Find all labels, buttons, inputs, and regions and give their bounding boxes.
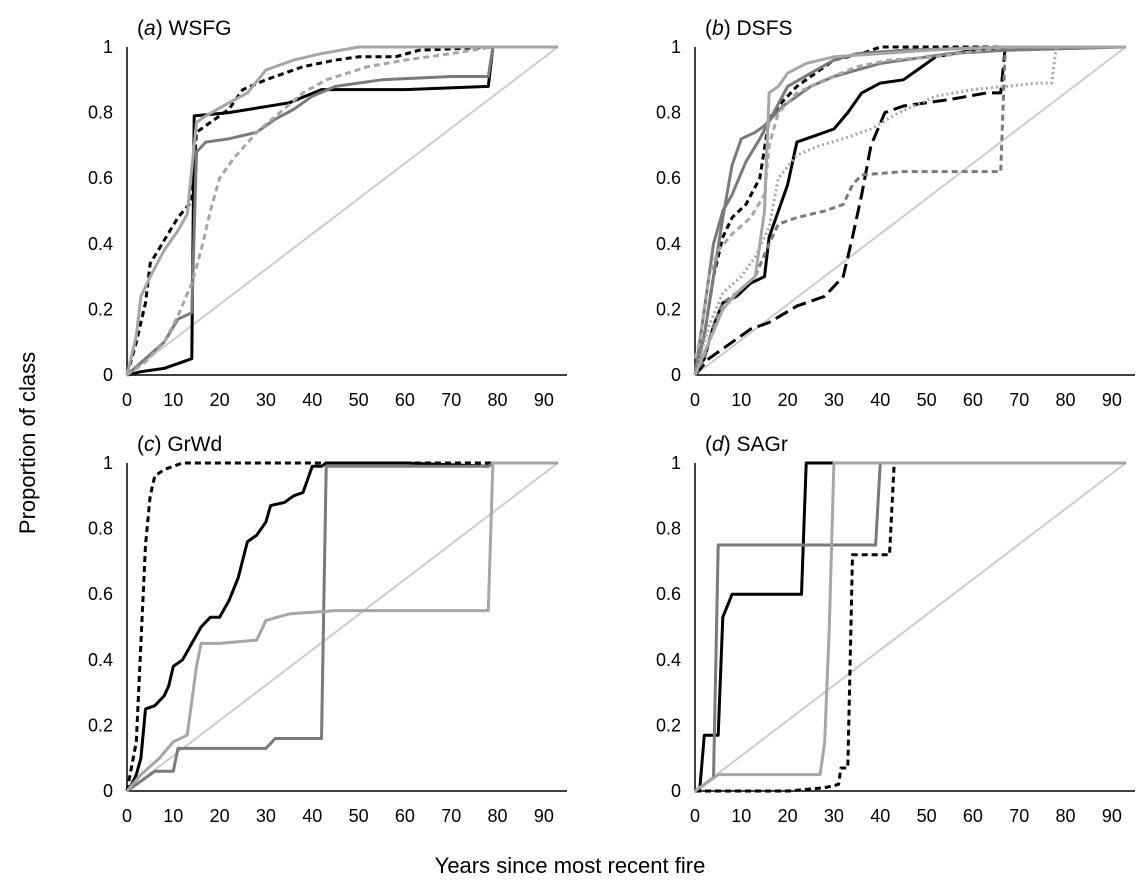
panel-b-y-tick-label: 0.6: [656, 168, 681, 188]
panel-a-y-tick-label: 0: [103, 365, 113, 385]
panel-d-series-line-1: [695, 461, 1126, 793]
panel-a-x-tick-label: 60: [395, 390, 415, 410]
panel-c-x-tick-label: 90: [534, 806, 554, 826]
y-axis-label: Proportion of class: [15, 352, 40, 534]
panel-c-y-tick-label: 0.8: [88, 519, 113, 539]
panel-d-series-line-5: [694, 462, 1127, 792]
panel-a-x-tick-label: 40: [302, 390, 322, 410]
panel-b-y-tick-label: 0.2: [656, 299, 681, 319]
panel-d-y-tick-label: 0.2: [656, 715, 681, 735]
panel-b-x-tick-label: 40: [870, 390, 890, 410]
panel-c-series-line-2: [125, 461, 558, 792]
panel-c: 00.20.40.60.810 10 20 30 40 50 60 70 80 90(c) GrW…: [88, 433, 567, 826]
panel-d-x-tick-label: 70: [1009, 806, 1029, 826]
panel-c-x-tick-label: 30: [256, 806, 276, 826]
panel-a-x-tick-label: 20: [210, 390, 230, 410]
panel-b-y-tick-label: 0: [671, 365, 681, 385]
panel-a-series-line-2: [125, 45, 558, 376]
panel-d-series-line-4: [694, 461, 1126, 793]
panel-c-x-tick-label: 10: [163, 806, 183, 826]
panel-d-x-tick-label: 60: [963, 806, 983, 826]
panel-b-x-tick-label: 90: [1102, 390, 1122, 410]
panel-c-x-tick-label: 70: [441, 806, 461, 826]
panel-d: 00.20.40.60.810 10 20 30 40 50 60 70 80 90(d) SAG…: [656, 433, 1135, 826]
panel-a-y-tick-label: 0.4: [88, 234, 113, 254]
panel-c-y-tick-label: 1: [103, 453, 113, 473]
panel-b: 00.20.40.60.810 10 20 30 40 50 60 70 80 90(b) DSF…: [656, 17, 1135, 410]
panel-b-y-tick-label: 0.4: [656, 234, 681, 254]
panel-a-series-line-5: [126, 45, 558, 377]
panel-b-series-line-7: [693, 45, 1126, 376]
panel-a-x-tick-label: 30: [256, 390, 276, 410]
panel-a-x-tick-label: 50: [349, 390, 369, 410]
panel-a-x-tick-label: 80: [488, 390, 508, 410]
panel-c-x-tick-label: 80: [488, 806, 508, 826]
panel-b-x-tick-label: 60: [963, 390, 983, 410]
panel-c-title: (c) GrWd: [137, 433, 222, 456]
panel-d-x-tick-label: 0: [690, 806, 700, 826]
panel-d-title: (d) SAGr: [705, 433, 788, 456]
panel-c-series-line-1: [125, 461, 558, 792]
panel-a-series-line-4: [125, 45, 558, 376]
panel-b-series-line-4: [693, 45, 1126, 376]
panel-a-y-tick-label: 1: [103, 37, 113, 57]
panel-c-x-tick-label: 20: [210, 806, 230, 826]
panel-d-y-tick-label: 0.4: [656, 650, 681, 670]
panel-a-y-tick-label: 0.6: [88, 168, 113, 188]
panel-a-y-tick-label: 0.2: [88, 299, 113, 319]
panel-d-x-tick-label: 50: [917, 806, 937, 826]
panel-d-x-tick-label: 40: [870, 806, 890, 826]
panel-c-series-line-3: [126, 461, 558, 793]
panel-d-x-tick-label: 20: [778, 806, 798, 826]
panel-b-series-line-6: [693, 45, 1126, 376]
panel-c-x-tick-label: 0: [122, 806, 132, 826]
panel-a-x-tick-label: 0: [122, 390, 132, 410]
panel-d-y-tick-label: 0.6: [656, 584, 681, 604]
panel-d-y-tick-label: 0: [671, 781, 681, 801]
panel-c-series-line-4: [125, 461, 558, 792]
panel-c-x-tick-label: 40: [302, 806, 322, 826]
panel-b-y-tick-label: 0.8: [656, 103, 681, 123]
panel-b-y-tick-label: 1: [671, 37, 681, 57]
panel-b-series-line-8: [693, 45, 1126, 360]
panel-b-x-tick-label: 30: [824, 390, 844, 410]
panel-a-series-line-1: [126, 45, 558, 377]
panel-b-series-line-10: [694, 46, 1127, 376]
panel-c-y-tick-label: 0.6: [88, 584, 113, 604]
panel-c-series-line-5: [126, 462, 559, 792]
panel-d-x-tick-label: 80: [1056, 806, 1076, 826]
panel-c-y-tick-label: 0.2: [88, 715, 113, 735]
panel-b-x-tick-label: 20: [778, 390, 798, 410]
panel-c-x-tick-label: 60: [395, 806, 415, 826]
panel-c-y-tick-label: 0: [103, 781, 113, 801]
panel-a: 00.20.40.60.810 10 20 30 40 50 60 70 80 90(a) WSF…: [88, 17, 567, 410]
panel-b-x-tick-label: 70: [1009, 390, 1029, 410]
panel-b-x-tick-label: 50: [917, 390, 937, 410]
panel-b-series-line-9: [693, 45, 1126, 376]
panel-b-series-line-5: [693, 45, 1126, 376]
panel-a-x-tick-label: 10: [163, 390, 183, 410]
panel-c-x-tick-label: 50: [349, 806, 369, 826]
panel-a-y-tick-label: 0.8: [88, 103, 113, 123]
panel-d-x-tick-label: 30: [824, 806, 844, 826]
panel-b-series-line-3: [693, 45, 1126, 376]
panel-d-y-tick-label: 0.8: [656, 519, 681, 539]
panel-b-x-tick-label: 10: [731, 390, 751, 410]
panel-a-x-tick-label: 90: [534, 390, 554, 410]
panel-c-y-tick-label: 0.4: [88, 650, 113, 670]
panels-group: 00.20.40.60.810 10 20 30 40 50 60 70 80 90(a) WSF…: [88, 17, 1135, 826]
panel-b-x-tick-label: 80: [1056, 390, 1076, 410]
panel-d-x-tick-label: 10: [731, 806, 751, 826]
panel-b-x-tick-label: 0: [690, 390, 700, 410]
panel-d-x-tick-label: 90: [1102, 806, 1122, 826]
panel-d-y-tick-label: 1: [671, 453, 681, 473]
panel-b-title: (b) DSFS: [705, 17, 793, 40]
panel-a-x-tick-label: 70: [441, 390, 461, 410]
panel-a-title: (a) WSFG: [137, 17, 232, 40]
x-axis-label: Years since most recent fire: [435, 853, 706, 878]
panel-a-series-line-6: [126, 46, 559, 376]
